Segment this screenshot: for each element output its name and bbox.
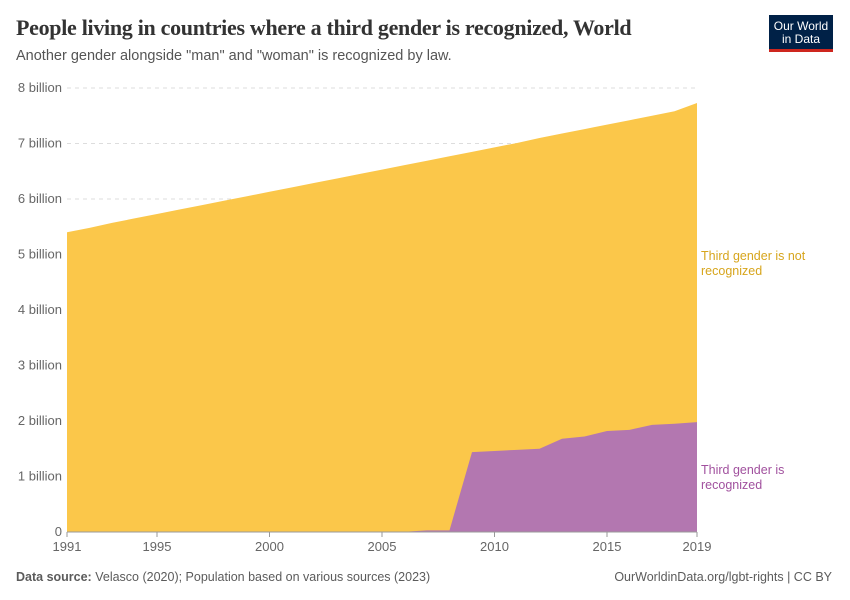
x-tick-label: 1991 (53, 539, 82, 554)
footer-link[interactable]: OurWorldinData.org/lgbt-rights | CC BY (614, 570, 832, 584)
y-tick-label: 0 (55, 524, 62, 539)
x-tick-label: 1995 (143, 539, 172, 554)
y-tick-label: 2 billion (18, 413, 62, 428)
data-source: Data source: Velasco (2020); Population … (16, 570, 430, 584)
y-tick-label: 8 billion (18, 80, 62, 95)
source-text: Velasco (2020); Population based on vari… (95, 570, 431, 584)
owid-logo[interactable]: Our World in Data (769, 15, 833, 52)
chart-subtitle: Another gender alongside "man" and "woma… (16, 48, 452, 64)
label-not-recognized: Third gender is not (701, 249, 806, 263)
label-not-recognized: recognized (701, 264, 762, 278)
x-tick-label: 2015 (593, 539, 622, 554)
label-recognized: Third gender is (701, 463, 784, 477)
x-tick-label: 2005 (368, 539, 397, 554)
y-tick-label: 4 billion (18, 302, 62, 317)
label-recognized: recognized (701, 478, 762, 492)
x-tick-label: 2019 (683, 539, 712, 554)
x-tick-label: 2000 (255, 539, 284, 554)
area-not-recognized (67, 102, 697, 533)
y-tick-label: 5 billion (18, 247, 62, 262)
chart-title: People living in countries where a third… (16, 15, 632, 40)
y-tick-label: 1 billion (18, 469, 62, 484)
y-tick-label: 7 billion (18, 136, 62, 151)
source-label: Data source: (16, 570, 92, 584)
y-tick-label: 6 billion (18, 191, 62, 206)
x-tick-label: 2010 (480, 539, 509, 554)
chart-header: People living in countries where a third… (16, 14, 761, 64)
area-recognized (67, 422, 697, 532)
y-tick-label: 3 billion (18, 358, 62, 373)
